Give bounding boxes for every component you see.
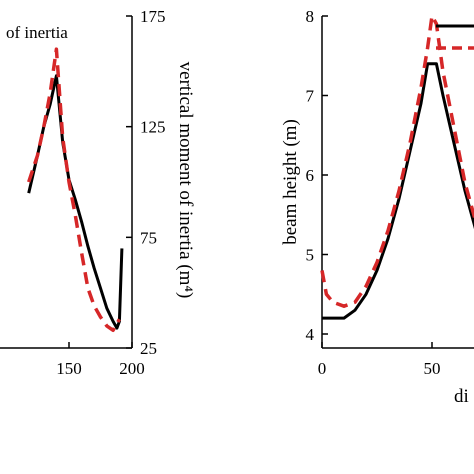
right-panel: 0 50 4 5 6 7 8 beam height (m) di	[280, 7, 474, 407]
y-tick-label: 75	[140, 228, 157, 247]
x-tick-label: 200	[119, 359, 145, 378]
y-tick-label: 6	[306, 166, 315, 185]
dashed-series-line	[320, 14, 474, 308]
x-tick-label: 0	[318, 359, 327, 378]
y-tick-label: 8	[306, 7, 315, 26]
solid-series-line	[322, 62, 474, 320]
right-legend	[436, 24, 474, 50]
x-tick-label: 50	[424, 359, 441, 378]
solid-series-line	[27, 74, 124, 330]
right-series	[320, 14, 474, 320]
dashed-series-line	[27, 47, 121, 333]
right-ticks: 0 50 4 5 6 7 8	[306, 7, 441, 378]
left-right-axis-label: vertical moment of inertia (m⁴)	[175, 62, 196, 299]
left-series	[27, 47, 124, 333]
y-tick-label: 4	[306, 325, 315, 344]
y-tick-label: 125	[140, 118, 166, 137]
left-legend-fragment: of inertia	[6, 23, 68, 42]
right-y-axis-label: beam height (m)	[280, 119, 301, 245]
y-tick-label: 7	[306, 87, 315, 106]
y-tick-label: 25	[140, 339, 157, 358]
y-tick-label: 175	[140, 7, 166, 26]
x-tick-label: 150	[56, 359, 82, 378]
y-tick-label: 5	[306, 246, 315, 265]
right-x-axis-label: di	[454, 386, 469, 407]
